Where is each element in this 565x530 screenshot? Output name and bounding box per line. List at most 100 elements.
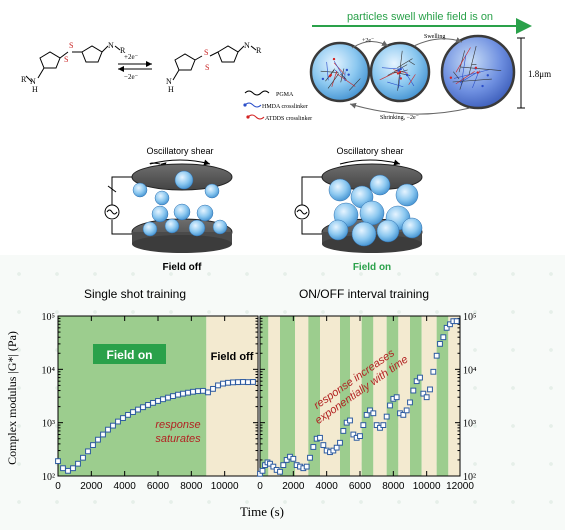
- particle: [132, 182, 148, 198]
- x-tick-label: 8000: [382, 481, 405, 492]
- data-point: [303, 463, 310, 470]
- crosslink-node: [481, 84, 484, 88]
- network-strand: [381, 67, 402, 70]
- y-tick-label: 10²: [463, 472, 476, 483]
- network-strand: [460, 54, 467, 86]
- x-tick-label: 6000: [147, 481, 170, 492]
- data-point: [60, 465, 66, 472]
- data-point: [440, 334, 447, 341]
- shaded-region: [373, 316, 387, 476]
- network-strand: [460, 66, 502, 71]
- crosslink-node: [399, 67, 402, 71]
- crosslink-node: [397, 69, 400, 72]
- data-point: [85, 448, 91, 455]
- data-point: [110, 422, 116, 429]
- particle: [142, 221, 158, 237]
- crosslink-node: [399, 77, 403, 80]
- crosslink-node: [476, 71, 479, 74]
- legend-atdds-swatch: [246, 115, 250, 119]
- network-strand: [326, 61, 329, 81]
- y-tick-label: 10⁴: [463, 365, 477, 376]
- data-point: [75, 460, 81, 467]
- swell-step1-label: +2e⁻: [362, 38, 374, 44]
- network-strand: [334, 69, 338, 73]
- network-strand: [408, 74, 416, 85]
- particle: [351, 221, 377, 247]
- nh-left-label: N: [30, 77, 36, 86]
- data-point: [145, 402, 151, 408]
- legend-atdds: ATDDS crosslinker: [265, 116, 312, 122]
- data-point: [200, 387, 206, 394]
- y-tick-label: 10²: [42, 472, 55, 483]
- data-point: [105, 426, 111, 433]
- h-right-label: H: [168, 85, 174, 94]
- shaded-region: [280, 316, 295, 476]
- network-strand: [455, 71, 475, 85]
- x-tick-label: 12000: [446, 481, 474, 492]
- nh-right-label: N: [244, 41, 250, 50]
- data-point: [317, 434, 323, 441]
- data-point: [240, 379, 246, 385]
- data-point: [427, 386, 433, 393]
- data-point: [150, 399, 156, 406]
- crosslink-node: [347, 73, 350, 76]
- data-point: [363, 411, 370, 418]
- data-point: [307, 454, 313, 461]
- data-point: [387, 402, 393, 409]
- x-tick-label: 4000: [114, 481, 137, 492]
- data-point: [210, 385, 216, 392]
- particle: [173, 203, 191, 221]
- x-tick-label: 4000: [316, 481, 339, 492]
- particle: [401, 217, 423, 239]
- shaded-region: [398, 316, 410, 476]
- data-point: [190, 388, 196, 395]
- particle: [174, 170, 194, 190]
- x-tick-label: 2000: [282, 481, 305, 492]
- particle: [204, 183, 220, 199]
- crosslink-node: [405, 73, 409, 77]
- network-strand: [399, 69, 408, 73]
- data-point: [95, 436, 101, 443]
- crosslink-node: [345, 68, 349, 72]
- data-point: [70, 465, 76, 472]
- shaded-region: [448, 316, 460, 476]
- particle: [395, 183, 419, 207]
- data-point: [235, 379, 241, 386]
- legend: PGMA HMDA crosslinker ATDDS crosslinker: [243, 90, 312, 122]
- data-point: [423, 394, 430, 401]
- x-tick-label: 0: [257, 481, 263, 492]
- data-point: [175, 391, 181, 398]
- x-tick-label: 10000: [211, 481, 239, 492]
- network-strand: [397, 58, 413, 68]
- particle-small: [309, 41, 371, 103]
- particle: [327, 219, 349, 241]
- data-point: [447, 321, 453, 328]
- data-point: [195, 388, 201, 395]
- data-point: [245, 379, 251, 386]
- y-tick-label: 10⁵: [42, 312, 56, 323]
- legend-pgma: PGMA: [276, 92, 294, 98]
- crosslink-node: [449, 76, 453, 79]
- data-point: [205, 389, 211, 396]
- data-point: [310, 444, 317, 450]
- shaded-region: [260, 316, 269, 476]
- x-tick-label: 8000: [180, 481, 203, 492]
- data-point: [259, 467, 266, 474]
- chart-header-right: ON/OFF interval training: [299, 287, 429, 301]
- crosslink-node: [321, 77, 325, 81]
- data-point: [350, 431, 357, 438]
- field-off-annotation: Field off: [211, 351, 254, 363]
- y-tick-label: 10³: [42, 419, 55, 430]
- network-strand: [397, 50, 403, 91]
- size-label: 1.8μm: [528, 69, 551, 79]
- data-point: [437, 340, 443, 347]
- data-point: [333, 444, 340, 451]
- network-strand: [349, 78, 361, 91]
- network-strand: [331, 70, 338, 87]
- network-strand: [340, 73, 347, 80]
- crosslink-node: [486, 74, 489, 77]
- data-point: [90, 442, 96, 448]
- data-point: [230, 379, 236, 386]
- swell-step2-label: Swelling: [424, 34, 445, 40]
